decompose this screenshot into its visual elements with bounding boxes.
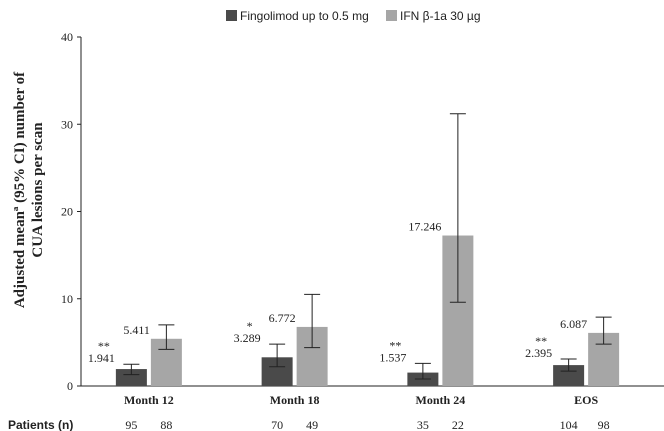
legend-swatch-fingolimod xyxy=(226,10,237,21)
y-tick-label: 0 xyxy=(67,379,73,393)
x-axis-labels: Month 12 Month 18 Month 24 EOS xyxy=(124,393,598,407)
data-label: 1.941 xyxy=(88,351,115,365)
y-tick-label: 30 xyxy=(61,117,73,131)
x-tick-label: EOS xyxy=(574,393,598,407)
patients-row: 95 88 70 49 35 22 104 98 xyxy=(125,418,609,431)
legend-swatch-ifn xyxy=(386,10,397,21)
x-tick-label: Month 12 xyxy=(124,393,174,407)
legend: Fingolimod up to 0.5 mg IFN β-1a 30 µg xyxy=(226,9,481,23)
patient-count: 70 xyxy=(271,418,283,431)
significance-marker: ** xyxy=(389,338,401,352)
x-tick-label: Month 24 xyxy=(416,393,466,407)
y-tick-label: 10 xyxy=(61,292,73,306)
x-tick-label: Month 18 xyxy=(270,393,320,407)
patient-count: 98 xyxy=(598,418,610,431)
patient-count: 88 xyxy=(160,418,172,431)
bars: 1.941**5.4113.289*6.7721.537**17.2462.39… xyxy=(88,113,620,386)
y-tick-label: 40 xyxy=(61,30,73,44)
y-tick-label: 20 xyxy=(61,205,73,219)
bar-fingolimod xyxy=(553,365,585,386)
y-axis-title-line1: Adjusted meanª (95% CI) number of xyxy=(12,71,28,308)
data-label: 3.289 xyxy=(234,331,261,345)
patient-count: 95 xyxy=(125,418,137,431)
significance-marker: ** xyxy=(98,339,110,353)
data-label: 5.411 xyxy=(123,323,150,337)
legend-label-fingolimod: Fingolimod up to 0.5 mg xyxy=(240,9,369,23)
bar-fingolimod xyxy=(115,369,147,386)
patient-count: 22 xyxy=(452,418,464,431)
data-label: 6.087 xyxy=(560,317,587,331)
significance-marker: ** xyxy=(535,334,547,348)
data-label: 6.772 xyxy=(269,311,296,325)
patient-count: 49 xyxy=(306,418,318,431)
patient-count: 35 xyxy=(417,418,429,431)
axes: 0 10 20 30 40 xyxy=(61,30,664,393)
significance-marker: * xyxy=(247,319,253,333)
data-label: 17.246 xyxy=(408,220,441,234)
data-label: 2.395 xyxy=(525,346,552,360)
patients-row-label: Patients (n) xyxy=(8,418,73,431)
y-axis-title-line2: CUA lesions per scan xyxy=(30,122,46,258)
patient-count: 104 xyxy=(560,418,578,431)
legend-label-ifn: IFN β-1a 30 µg xyxy=(400,9,481,23)
y-axis-title: Adjusted meanª (95% CI) number of CUA le… xyxy=(12,71,46,308)
data-label: 1.537 xyxy=(379,350,406,364)
